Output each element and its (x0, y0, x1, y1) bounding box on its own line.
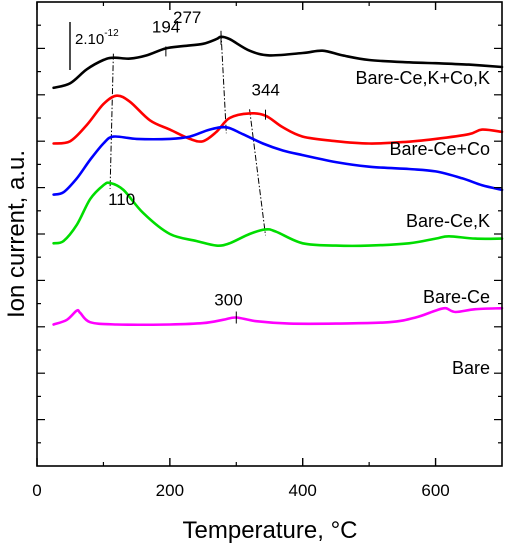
annotation-344: 344 (252, 81, 280, 100)
annotation-300: 300 (214, 291, 242, 310)
y-axis-label: Ion current, a.u. (3, 150, 30, 318)
guide-line-2 (220, 32, 227, 134)
guide-line-1 (109, 53, 114, 189)
series-label-2: Bare-Ce+Co (389, 139, 490, 159)
scale-bar-base: 2.10 (75, 31, 104, 48)
series-label-1: Bare-Ce,K+Co,K (355, 68, 490, 88)
series-label-5: Bare (452, 358, 490, 378)
series-line-4 (52, 181, 504, 248)
x-tick-label: 600 (421, 481, 449, 500)
x-tick-label: 0 (32, 481, 41, 500)
series-line-3 (52, 125, 504, 196)
chart-text: Temperature, °C Ion current, a.u. 0 200 40… (3, 8, 490, 544)
x-tick-label: 400 (289, 481, 317, 500)
series-label-4: Bare-Ce (423, 287, 490, 307)
guide-line-3 (249, 109, 267, 236)
scale-bar-exponent: -12 (104, 28, 119, 39)
series-line-2 (52, 94, 504, 145)
x-tick-label: 200 (156, 481, 184, 500)
axis-ticks (36, 2, 502, 466)
annotation-110: 110 (108, 190, 135, 209)
annotation-277: 277 (173, 8, 201, 27)
x-axis-label: Temperature, °C (183, 517, 358, 544)
guide-lines (109, 32, 267, 236)
series-line-5 (52, 306, 504, 327)
annotation-194: 194 (152, 17, 180, 36)
scale-bar-label: 2.10-12 (75, 28, 119, 48)
series-label-3: Bare-Ce,K (406, 211, 490, 231)
scale-bar: 2.10-12 (69, 22, 119, 70)
